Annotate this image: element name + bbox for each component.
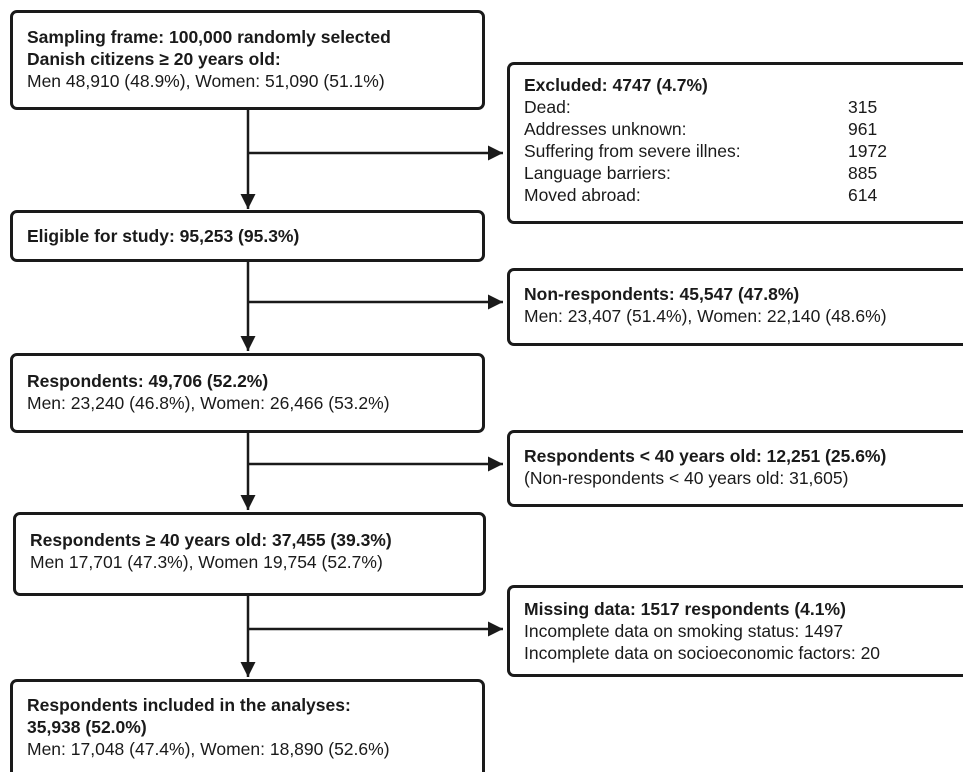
eligible-title: Eligible for study: 95,253 (95.3%): [27, 226, 300, 246]
over-40-box: Respondents ≥ 40 years old: 37,455 (39.3…: [13, 512, 486, 596]
excluded-item: Suffering from severe illnes: 1972: [524, 140, 949, 162]
under-40-detail: (Non-respondents < 40 years old: 31,605): [524, 468, 849, 488]
respondents-detail: Men: 23,240 (46.8%), Women: 26,466 (53.2…: [27, 393, 390, 413]
eligible-box: Eligible for study: 95,253 (95.3%): [10, 210, 485, 262]
respondents-box: Respondents: 49,706 (52.2%) Men: 23,240 …: [10, 353, 485, 433]
over-40-title: Respondents ≥ 40 years old: 37,455 (39.3…: [30, 530, 392, 550]
missing-title: Missing data: 1517 respondents (4.1%): [524, 599, 846, 619]
excluded-box: Excluded: 4747 (4.7%) Dead: 315 Addresse…: [507, 62, 963, 224]
excluded-item: Addresses unknown: 961: [524, 118, 949, 140]
under-40-title: Respondents < 40 years old: 12,251 (25.6…: [524, 446, 887, 466]
excluded-item-value: 885: [848, 163, 878, 183]
excluded-item-value: 315: [848, 97, 878, 117]
excluded-item: Language barriers: 885: [524, 162, 949, 184]
excluded-item-label: Moved abroad:: [524, 185, 641, 205]
missing-detail-smoking: Incomplete data on smoking status: 1497: [524, 621, 844, 641]
missing-detail-socioeconomic: Incomplete data on socioeconomic factors…: [524, 643, 881, 663]
included-box: Respondents included in the analyses: 35…: [10, 679, 485, 772]
included-detail: Men: 17,048 (47.4%), Women: 18,890 (52.6…: [27, 739, 390, 759]
non-respondents-detail: Men: 23,407 (51.4%), Women: 22,140 (48.6…: [524, 306, 887, 326]
sampling-title-2: Danish citizens ≥ 20 years old:: [27, 49, 281, 69]
excluded-item-label: Language barriers:: [524, 163, 671, 183]
respondents-title: Respondents: 49,706 (52.2%): [27, 371, 269, 391]
excluded-item-label: Dead:: [524, 97, 571, 117]
over-40-detail: Men 17,701 (47.3%), Women 19,754 (52.7%): [30, 552, 383, 572]
sampling-frame-box: Sampling frame: 100,000 randomly selecte…: [10, 10, 485, 110]
excluded-item: Moved abroad: 614: [524, 184, 949, 206]
excluded-item-label: Suffering from severe illnes:: [524, 141, 741, 161]
sampling-detail: Men 48,910 (48.9%), Women: 51,090 (51.1%…: [27, 71, 385, 91]
sampling-title-1: Sampling frame: 100,000 randomly selecte…: [27, 27, 391, 47]
non-respondents-box: Non-respondents: 45,547 (47.8%) Men: 23,…: [507, 268, 963, 346]
non-respondents-title: Non-respondents: 45,547 (47.8%): [524, 284, 800, 304]
included-title-2: 35,938 (52.0%): [27, 717, 147, 737]
excluded-title: Excluded: 4747 (4.7%): [524, 75, 708, 95]
excluded-item-label: Addresses unknown:: [524, 119, 687, 139]
missing-data-box: Missing data: 1517 respondents (4.1%) In…: [507, 585, 963, 677]
excluded-item-value: 614: [848, 185, 878, 205]
under-40-box: Respondents < 40 years old: 12,251 (25.6…: [507, 430, 963, 507]
included-title-1: Respondents included in the analyses:: [27, 695, 351, 715]
excluded-item: Dead: 315: [524, 96, 949, 118]
excluded-item-value: 1972: [848, 141, 887, 161]
excluded-item-value: 961: [848, 119, 878, 139]
